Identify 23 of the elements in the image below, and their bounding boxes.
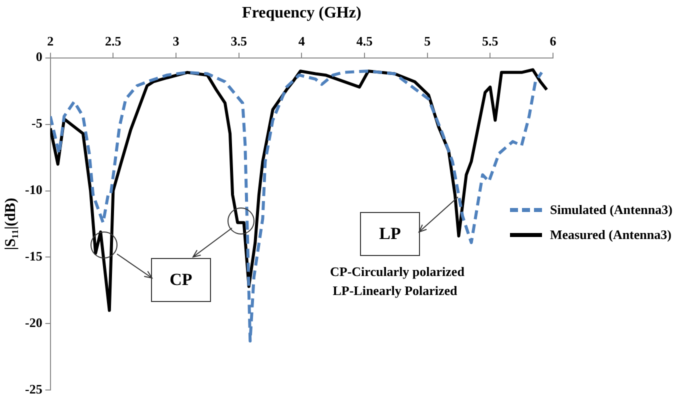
x-tick-label: 6 — [550, 33, 557, 48]
x-tick-label: 3.5 — [230, 33, 248, 48]
x-tick-label: 3 — [172, 33, 180, 48]
annotation: CP — [151, 258, 211, 302]
y-tick-label: 0 — [36, 49, 42, 64]
x-axis-title: Frequency (GHz) — [242, 4, 362, 22]
y-tick-label: -15 — [24, 248, 43, 264]
y-tick-label: -5 — [31, 116, 43, 131]
x-tick-label: 5 — [424, 33, 432, 48]
legend-label: Simulated (Antenna3) — [550, 202, 672, 218]
y-axis-title: |S₁₁|(dB) — [2, 198, 19, 250]
x-tick-label: 4.5 — [356, 33, 374, 48]
y-tick-label: -20 — [24, 315, 42, 330]
x-tick-label: 2 — [47, 33, 54, 48]
x-tick-label: 5.5 — [482, 33, 499, 48]
y-tick-label: -10 — [24, 182, 42, 198]
annotation: LP-Linearly Polarized — [332, 283, 458, 299]
annotation: LP — [360, 212, 420, 256]
x-tick-label: 2.5 — [105, 33, 122, 48]
x-tick-label: 4 — [298, 33, 306, 48]
annotation: CP-Circularly polarized — [330, 264, 464, 280]
y-tick-label: -25 — [24, 382, 43, 397]
legend-label: Measured (Antenna3) — [550, 226, 672, 242]
